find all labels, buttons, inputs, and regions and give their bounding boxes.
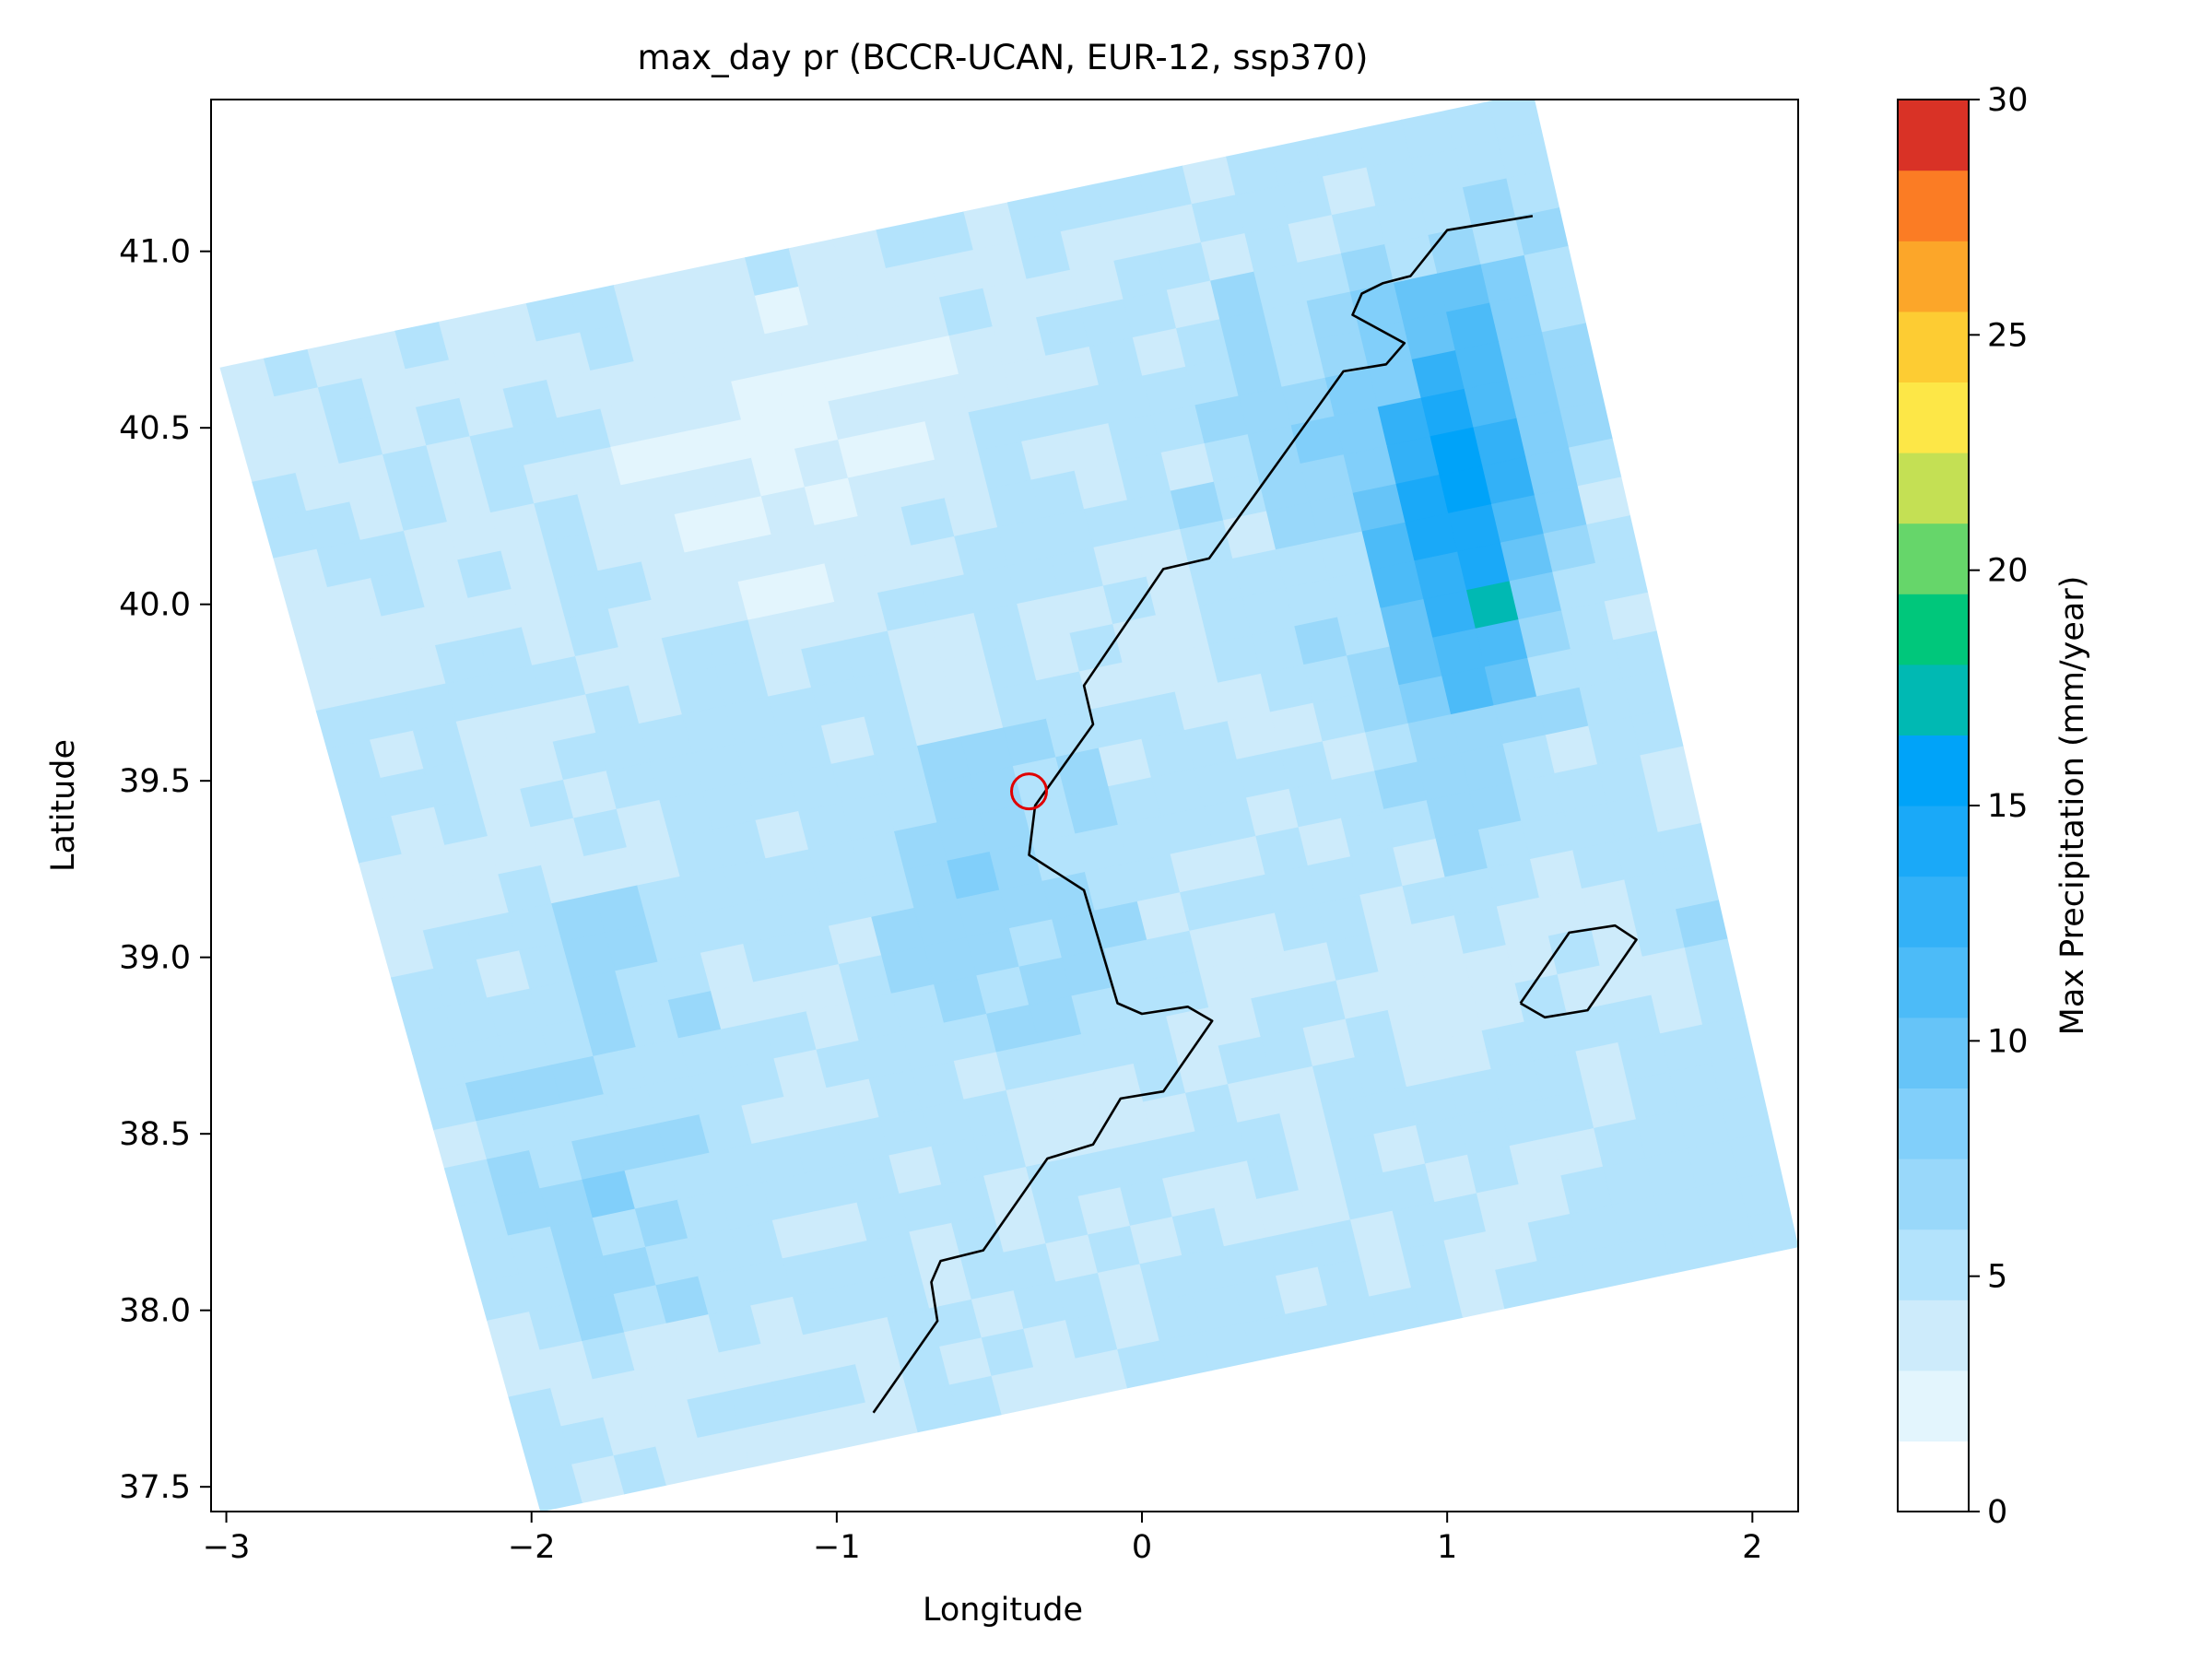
chart-title: max_day pr (BCCR-UCAN, EUR-12, ssp370) (638, 38, 1369, 77)
y-axis-label: Latitude (45, 739, 82, 872)
colorbar-segment (1898, 1017, 1969, 1088)
colorbar-segment (1898, 664, 1969, 735)
x-axis: −3 −2 −1 0 1 2 (203, 1512, 1762, 1566)
colorbar-segment (1898, 735, 1969, 806)
y-tick-label: 37.5 (119, 1469, 191, 1506)
coastline-path (872, 215, 1534, 1414)
colorbar-segment (1898, 170, 1969, 241)
plot-area (210, 99, 1799, 1512)
coastline (872, 215, 1638, 1414)
colorbar-segment (1898, 1300, 1969, 1371)
colorbar-segment (1898, 523, 1969, 594)
y-tick-label: 38.0 (119, 1293, 191, 1330)
heatmap-cell (1747, 1207, 1798, 1256)
y-tick-label: 40.5 (119, 410, 191, 447)
x-tick-label: −3 (203, 1529, 251, 1566)
y-axis: 37.5 38.0 38.5 39.0 39.5 40.0 40.5 41.0 (119, 234, 211, 1506)
colorbar-segment (1898, 1229, 1969, 1300)
colorbar: 0 5 10 15 20 25 30 (1897, 82, 2029, 1531)
colorbar-segment (1898, 594, 1969, 665)
colorbar-segment (1898, 1441, 1969, 1512)
colorbar-label: Max Precipitation (mm/year) (2054, 576, 2091, 1036)
y-tick-label: 40.0 (119, 587, 191, 624)
colorbar-tick-label: 10 (1987, 1023, 2029, 1060)
colorbar-segment (1898, 453, 1969, 524)
colorbar-segment (1898, 1159, 1969, 1230)
colorbar-tick-label: 25 (1987, 317, 2029, 354)
colorbar-segment (1898, 876, 1969, 947)
colorbar-tick-label: 0 (1987, 1494, 2007, 1531)
colorbar-segment (1898, 382, 1969, 453)
colorbar-segment (1898, 311, 1969, 382)
colorbar-segment (1898, 947, 1969, 1018)
colorbar-tick-label: 15 (1987, 788, 2029, 825)
location-marker (1009, 772, 1048, 811)
y-tick-label: 38.5 (119, 1116, 191, 1153)
colorbar-tick-label: 30 (1987, 82, 2029, 119)
x-tick-label: −1 (813, 1529, 861, 1566)
colorbar-segment (1898, 1088, 1969, 1159)
plot-frame (210, 99, 1799, 1512)
x-tick-label: 1 (1437, 1529, 1457, 1566)
colorbar-segment (1898, 100, 1969, 171)
x-axis-label: Longitude (923, 1592, 1083, 1629)
colorbar-tick-label: 20 (1987, 553, 2029, 590)
heatmap-cells (219, 100, 1798, 1512)
colorbar-segment (1898, 1370, 1969, 1441)
y-tick-label: 41.0 (119, 234, 191, 271)
x-tick-label: 0 (1132, 1529, 1152, 1566)
x-tick-label: −2 (508, 1529, 556, 1566)
x-tick-label: 2 (1742, 1529, 1762, 1566)
island-outline (1519, 924, 1638, 1019)
colorbar-segment (1898, 806, 1969, 877)
colorbar-tick-label: 5 (1987, 1259, 2007, 1296)
y-tick-label: 39.5 (119, 763, 191, 800)
y-tick-label: 39.0 (119, 940, 191, 977)
heatmap-cell (1704, 1217, 1757, 1265)
colorbar-segment (1898, 241, 1969, 312)
